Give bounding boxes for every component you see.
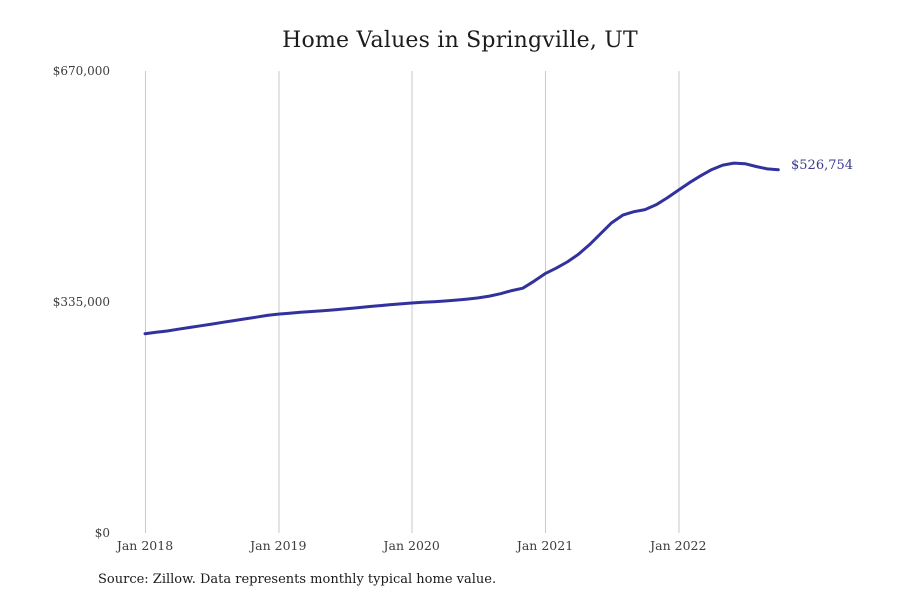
home-value-line (143, 161, 780, 336)
x-tick-label: Jan 2020 (383, 538, 440, 553)
chart-title: Home Values in Springville, UT (282, 28, 638, 53)
x-tick-label: Jan 2018 (116, 538, 174, 553)
y-tick-label: $670,000 (52, 64, 110, 78)
x-tick-label: Jan 2021 (516, 538, 574, 553)
x-tick-label: Jan 2019 (250, 538, 307, 553)
end-value-label: $526,754 (791, 158, 854, 173)
x-tick-label: Jan 2022 (650, 538, 707, 553)
source-note: Source: Zillow. Data represents monthly … (98, 572, 497, 587)
y-tick-label: $0 (94, 526, 110, 540)
y-tick-label: $335,000 (52, 295, 110, 309)
